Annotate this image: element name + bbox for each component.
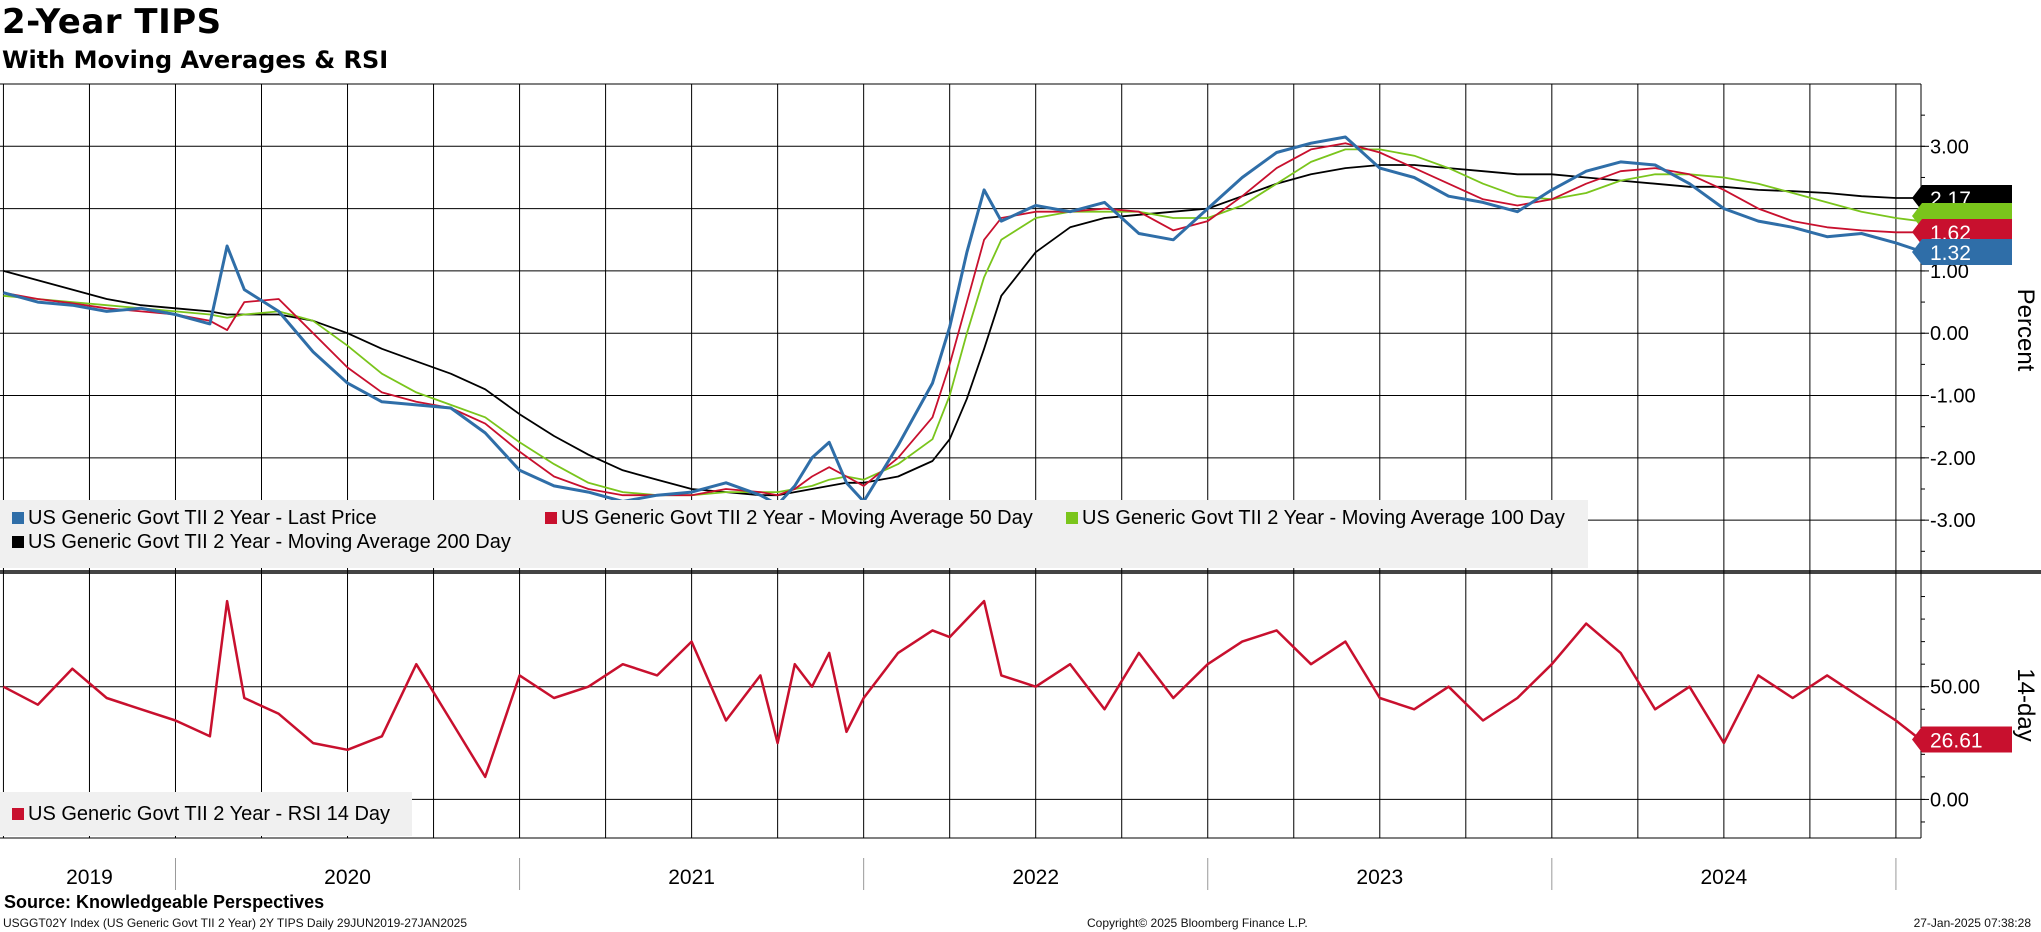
y-tick-label-bottom: 50.00: [1930, 677, 1980, 699]
rsi-line: [2, 599, 1921, 779]
ticker-info: USGGT02Y Index (US Generic Govt TII 2 Ye…: [3, 916, 468, 930]
x-year-label: 2019: [66, 866, 113, 889]
last-value-tag-3-bg: [1912, 239, 2012, 265]
x-year-label: 2021: [668, 866, 715, 889]
timestamp: 27-Jan-2025 07:38:28: [1913, 916, 2031, 930]
last-value-tag-2-bg: [1912, 219, 2012, 245]
legend-swatch-0: [12, 512, 24, 524]
legend-swatch-rsi: [12, 808, 24, 820]
series-line-3: [3, 164, 1920, 497]
x-year-label: 2024: [1701, 866, 1748, 889]
legend-swatch-3: [12, 536, 24, 548]
legend-box-bottom: [0, 792, 412, 836]
legend-swatch-2: [1066, 512, 1078, 524]
y-tick-label-top: 1.00: [1930, 261, 1969, 283]
chart-title: 2-Year TIPS: [2, 2, 222, 42]
legend-label-2: US Generic Govt TII 2 Year - Moving Aver…: [1082, 507, 1565, 529]
y-tick-label-top: -2.00: [1930, 448, 1976, 470]
legend-label-1: US Generic Govt TII 2 Year - Moving Aver…: [561, 507, 1033, 529]
last-value-tag-rsi-bg: [1912, 726, 2012, 753]
series-line-1: [3, 142, 1920, 497]
copyright: Copyright© 2025 Bloomberg Finance L.P.: [1087, 916, 1308, 930]
legend-box-top: [0, 500, 1588, 568]
y-tick-label-top: -3.00: [1930, 510, 1976, 532]
y-tick-label-top: -1.00: [1930, 386, 1976, 408]
last-value-tag-3: 1.32: [1930, 242, 1971, 265]
last-value-tag-rsi: 26.61: [1930, 729, 1983, 752]
y-tick-label-bottom: 0.00: [1930, 789, 1969, 811]
source-note: Source: Knowledgeable Perspectives: [4, 892, 325, 912]
legend-swatch-1: [545, 512, 557, 524]
x-year-label: 2020: [324, 866, 371, 889]
chart-subtitle: With Moving Averages & RSI: [2, 46, 389, 74]
legend-label-3: US Generic Govt TII 2 Year - Moving Aver…: [28, 531, 511, 553]
x-year-label: 2023: [1356, 866, 1403, 889]
series-line-2: [3, 148, 1921, 497]
legend-label-rsi: US Generic Govt TII 2 Year - RSI 14 Day: [28, 803, 390, 825]
x-year-label: 2022: [1012, 866, 1059, 889]
y-tick-label-top: 3.00: [1930, 136, 1969, 158]
y-axis-title-top: Percent: [2012, 289, 2039, 372]
series-line-0: [3, 135, 1921, 507]
y-tick-label-top: 0.00: [1930, 323, 1969, 345]
y-axis-title-bottom: 14-day: [2012, 668, 2039, 741]
legend-label-0: US Generic Govt TII 2 Year - Last Price: [28, 507, 377, 529]
